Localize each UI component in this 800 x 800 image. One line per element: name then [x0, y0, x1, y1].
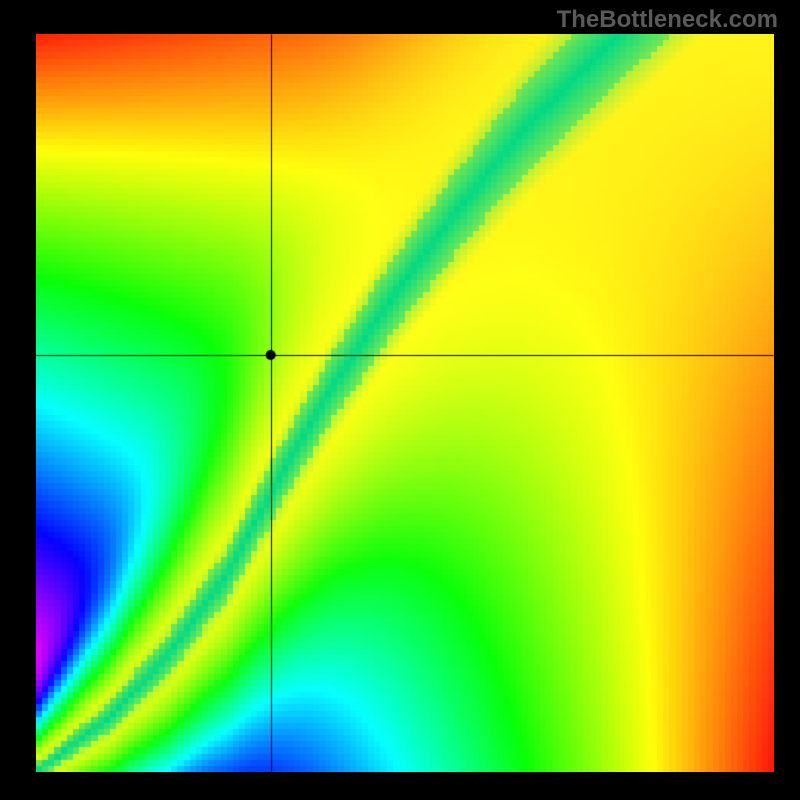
- watermark-text: TheBottleneck.com: [557, 6, 778, 34]
- plot-area: [36, 34, 774, 772]
- chart-frame: TheBottleneck.com: [0, 0, 800, 800]
- heatmap-canvas: [36, 34, 774, 772]
